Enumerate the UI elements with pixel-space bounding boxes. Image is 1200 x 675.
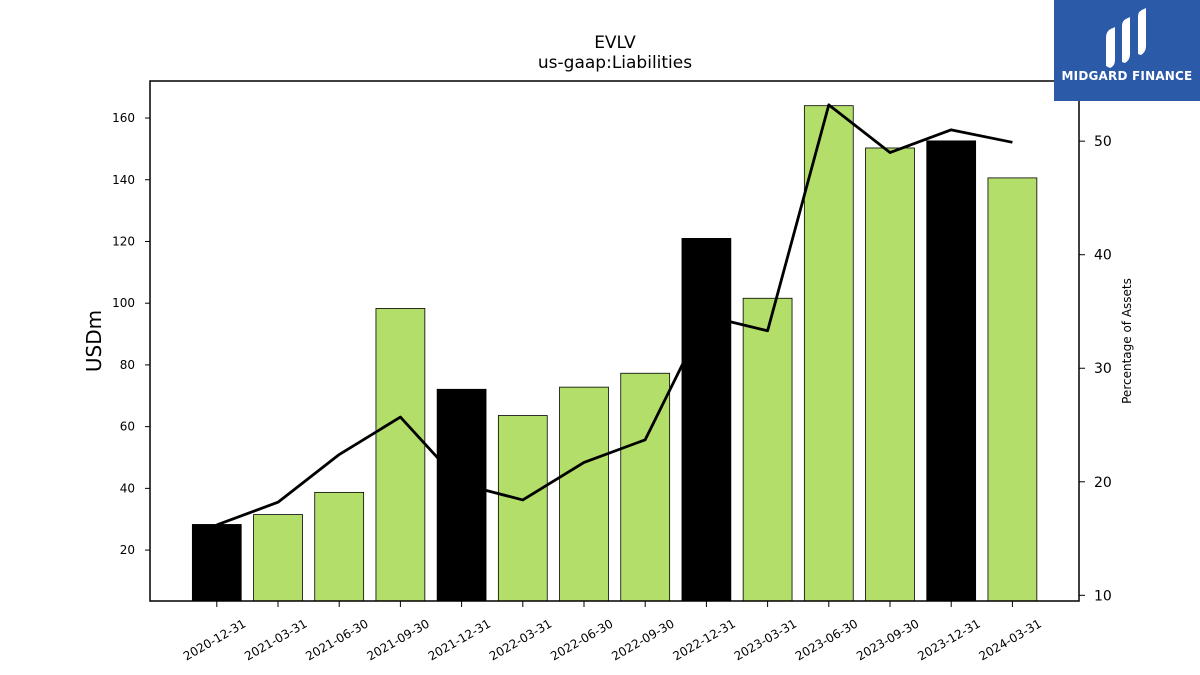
- bar-2021-03-31: [253, 514, 303, 602]
- bar-2021-06-30: [314, 491, 365, 602]
- bar-2021-09-30: [375, 308, 426, 602]
- y2-tick-label: 30: [1094, 361, 1112, 377]
- y2-axis: 10 20 30 40 50: [1079, 134, 1112, 604]
- bar-2024-03-31: [987, 177, 1038, 602]
- x-tick-label: 2023-12-31: [915, 616, 982, 663]
- y2-tick-label: 50: [1094, 134, 1112, 150]
- y-tick-label: 100: [112, 296, 135, 310]
- y-tick-label: 80: [120, 358, 135, 372]
- percentage-line: [216, 103, 1013, 527]
- plot-frame: [149, 80, 1080, 602]
- chart-title: EVLV: [594, 33, 636, 53]
- bar-2023-09-30: [865, 147, 915, 602]
- bar-2023-12-31: [926, 140, 977, 602]
- x-tick-label: 2021-06-30: [303, 616, 370, 663]
- y2-tick-label: 10: [1094, 588, 1112, 604]
- midgard-finance-logo: MIDGARD FINANCE: [1054, 0, 1200, 101]
- x-tick-label: 2023-06-30: [793, 616, 860, 663]
- bar-2021-12-31: [436, 388, 487, 602]
- y2-tick-label: 20: [1094, 475, 1112, 491]
- line-series: [216, 103, 1013, 527]
- x-tick-label: 2022-09-30: [609, 616, 676, 663]
- chart-subtitle: us-gaap:Liabilities: [538, 53, 692, 73]
- y2-axis-label: Percentage of Assets: [1120, 278, 1134, 404]
- bar-2020-12-31: [191, 524, 242, 602]
- y-axis-label: USDm: [82, 310, 106, 372]
- bar-group: [191, 105, 1038, 602]
- x-tick-label: 2023-09-30: [854, 616, 921, 663]
- y-tick-label: 60: [120, 420, 135, 434]
- y-tick-label: 20: [120, 543, 135, 557]
- bar-2023-06-30: [803, 105, 854, 602]
- logo-text: MIDGARD FINANCE: [1061, 69, 1193, 83]
- midgard-finance-logo-icon: [1106, 8, 1146, 68]
- bar-2023-03-31: [742, 297, 793, 602]
- y-tick-label: 140: [112, 173, 135, 187]
- x-tick-label: 2021-03-31: [242, 616, 309, 663]
- bar-2022-12-31: [681, 237, 732, 602]
- x-tick-label: 2021-09-30: [364, 616, 431, 663]
- x-tick-label: 2022-03-31: [487, 616, 554, 663]
- x-tick-label: 2024-03-31: [976, 616, 1043, 663]
- bar-2022-06-30: [559, 386, 609, 602]
- y-tick-label: 160: [112, 111, 135, 125]
- x-tick-label: 2021-12-31: [426, 616, 493, 663]
- bar-2022-03-31: [497, 415, 548, 602]
- bar-2022-09-30: [620, 372, 671, 602]
- y-tick-label: 40: [120, 481, 135, 495]
- x-tick-label: 2023-03-31: [732, 616, 799, 663]
- x-axis: 2020-12-312021-03-312021-06-302021-09-30…: [181, 601, 1044, 663]
- x-tick-label: 2022-12-31: [670, 616, 737, 663]
- y-axis: 20 40 60 80 100 120 140 160: [112, 111, 150, 557]
- y2-tick-label: 40: [1094, 248, 1112, 264]
- x-tick-label: 2022-06-30: [548, 616, 615, 663]
- y-tick-label: 120: [112, 234, 135, 248]
- x-tick-label: 2020-12-31: [181, 616, 248, 663]
